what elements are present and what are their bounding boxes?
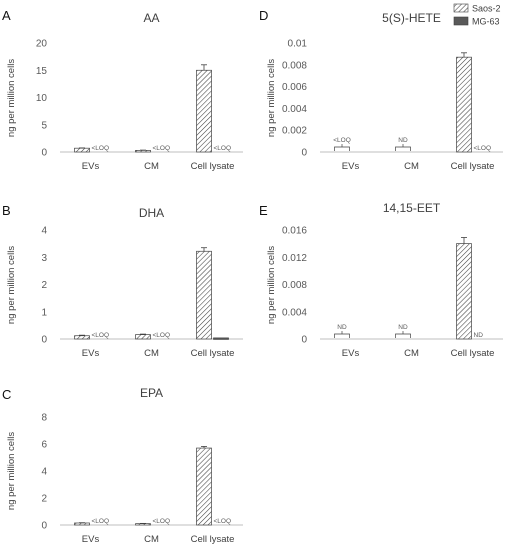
bar-saos2: [74, 147, 90, 153]
annotation-label: ND: [337, 324, 347, 331]
legend-label-saos2: Saos-2: [472, 4, 501, 14]
y-tick-label: 4: [41, 467, 47, 478]
x-category-label: Cell lysate: [191, 534, 235, 545]
y-tick-label: 0.016: [282, 226, 307, 237]
x-category-label: Cell lysate: [191, 161, 235, 172]
annotation-label: <LOQ: [214, 145, 232, 152]
annotation-label: <LOQ: [92, 332, 110, 339]
annotation-label: <LOQ: [153, 145, 171, 152]
x-category-label: EVs: [82, 161, 100, 172]
x-category-label: CM: [404, 161, 419, 172]
y-tick-label: 4: [41, 226, 47, 237]
y-tick-label: 1: [41, 307, 47, 318]
x-category-label: CM: [144, 161, 159, 172]
annotation-label: <LOQ: [92, 518, 110, 525]
y-tick-label: 20: [36, 39, 48, 50]
bar-saos2: [135, 523, 151, 526]
nd-bracket: [395, 333, 411, 338]
annotation-label: <LOQ: [474, 145, 492, 152]
y-tick-label: 0.006: [282, 82, 307, 93]
x-category-label: EVs: [82, 534, 100, 545]
y-tick-label: 6: [41, 440, 47, 451]
x-category-label: EVs: [342, 348, 360, 359]
bar-saos2: [456, 243, 472, 340]
annotation-label: ND: [398, 137, 408, 144]
nd-bracket: [334, 146, 350, 151]
nd-bracket: [334, 333, 350, 338]
panel-title: AA: [143, 11, 159, 25]
bar-saos2: [456, 56, 472, 153]
y-tick-label: 8: [41, 413, 47, 424]
y-axis-label: ng per million cells: [6, 432, 17, 510]
y-tick-label: 0: [41, 148, 47, 159]
chart-panel-e: E 14,15-EET ng per million cells 0 0.004 0.00…: [259, 201, 503, 359]
bar-saos2: [135, 334, 151, 340]
bar-saos2: [196, 69, 212, 153]
y-tick-label: 0.01: [288, 39, 308, 50]
chart-panel-b: B DHA ng per million cells 0 1 2 3 4 EVs CM Cell l…: [2, 203, 243, 359]
annotation-label: <LOQ: [153, 518, 171, 525]
annotation-label: <LOQ: [153, 332, 171, 339]
annotation-label: ND: [474, 332, 484, 339]
panel-letter: D: [259, 8, 268, 23]
x-category-label: CM: [144, 534, 159, 545]
panel-title: DHA: [139, 206, 164, 220]
x-category-label: EVs: [342, 161, 360, 172]
bar-saos2: [135, 150, 151, 153]
panel-title: EPA: [140, 386, 163, 400]
panel-title: 14,15-EET: [383, 201, 441, 215]
y-tick-label: 15: [36, 66, 48, 77]
y-tick-label: 0.008: [282, 280, 307, 291]
legend-label-mg63: MG-63: [472, 17, 500, 27]
panel-letter: B: [2, 203, 11, 218]
panel-letter: E: [259, 203, 268, 218]
x-category-label: CM: [144, 348, 159, 359]
nd-bracket: [395, 146, 411, 151]
x-category-label: CM: [404, 348, 419, 359]
legend-swatch-mg63: [453, 16, 469, 26]
panel-letter: A: [2, 8, 11, 23]
y-tick-label: 0: [41, 521, 47, 532]
chart-panel-d: D 5(S)-HETE ng per million cells 0 0.002 0.00…: [259, 8, 503, 172]
y-tick-label: 0.004: [282, 104, 307, 115]
annotation-label: <LOQ: [333, 137, 351, 144]
y-tick-label: 2: [41, 280, 47, 291]
y-tick-label: 3: [41, 253, 47, 264]
legend: Saos-2 MG-63: [453, 3, 501, 27]
legend-swatch-saos2: [453, 3, 469, 13]
x-category-label: Cell lysate: [191, 348, 235, 359]
y-tick-label: 0.012: [282, 253, 307, 264]
y-axis-label: ng per million cells: [266, 246, 277, 324]
bar-saos2: [196, 250, 212, 340]
x-category-label: EVs: [82, 348, 100, 359]
x-category-label: Cell lysate: [451, 348, 495, 359]
y-tick-label: 0.008: [282, 60, 307, 71]
y-tick-label: 0.002: [282, 126, 307, 137]
x-category-label: Cell lysate: [451, 161, 495, 172]
bar-saos2: [196, 447, 212, 526]
panel-title: 5(S)-HETE: [382, 11, 441, 25]
y-tick-label: 2: [41, 494, 47, 505]
y-axis-label: ng per million cells: [6, 59, 17, 137]
bar-saos2: [74, 522, 90, 526]
y-axis-label: ng per million cells: [6, 246, 17, 324]
y-tick-label: 0: [41, 335, 47, 346]
y-tick-label: 0: [301, 335, 307, 346]
y-axis-label: ng per million cells: [266, 59, 277, 137]
chart-panel-c: C EPA ng per million cells 0 2 4 6 8 EVs CM Cell l…: [2, 386, 243, 545]
y-tick-label: 0.004: [282, 307, 307, 318]
y-tick-label: 0: [301, 148, 307, 159]
y-tick-label: 10: [36, 93, 48, 104]
bar-saos2: [74, 335, 90, 340]
annotation-label: <LOQ: [92, 145, 110, 152]
bar-mg63: [213, 337, 229, 340]
annotation-label: <LOQ: [214, 518, 232, 525]
annotation-label: ND: [398, 324, 408, 331]
y-tick-label: 5: [41, 120, 47, 131]
panel-letter: C: [2, 387, 11, 402]
